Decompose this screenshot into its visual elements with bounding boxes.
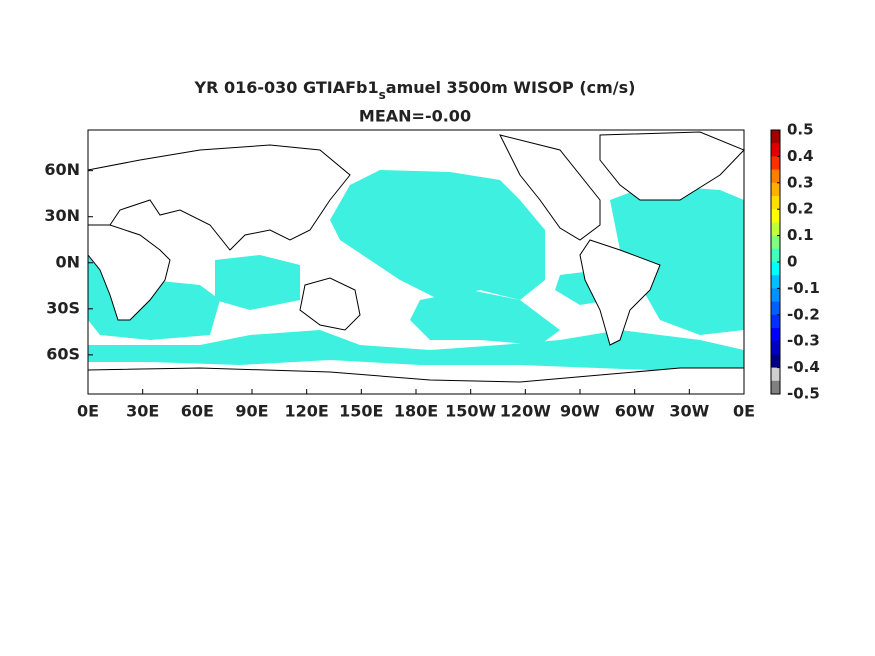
title: YR 016-030 GTIAFb1samuel 3500m WISOP (cm…	[194, 78, 636, 102]
colorbar-segment	[771, 130, 780, 144]
colorbar-segment	[771, 301, 780, 316]
colorbar-segment	[771, 367, 780, 382]
colorbar-segment	[771, 341, 780, 355]
x-tick-label: 150W	[445, 402, 496, 421]
y-tick-label: 60S	[46, 344, 80, 363]
colorbar-segment	[771, 143, 780, 157]
colorbar-segment	[771, 262, 780, 276]
colorbar-segment	[771, 235, 780, 250]
y-tick-label: 30N	[44, 206, 80, 225]
colorbar-segment	[771, 275, 780, 289]
colorbar-tick-label: -0.4	[787, 358, 820, 376]
x-tick-label: 0E	[77, 402, 99, 421]
x-tick-label: 90W	[560, 402, 600, 421]
colorbar-segment	[771, 354, 780, 368]
title-rest: amuel 3500m WISOP (cm/s)	[386, 78, 636, 97]
x-tick-label: 60W	[615, 402, 655, 421]
colorbar-segment	[771, 156, 780, 170]
colorbar-segment	[771, 248, 780, 263]
colorbar-segment	[771, 169, 780, 184]
colorbar-tick-label: 0.3	[787, 173, 814, 191]
colorbar-segment	[771, 380, 780, 395]
colorbar-tick-label: -0.5	[787, 385, 820, 403]
colorbar-tick-label: -0.3	[787, 332, 820, 350]
colorbar-segment	[771, 288, 780, 302]
y-tick-label: 60N	[44, 160, 80, 179]
x-tick-label: 30E	[126, 402, 159, 421]
x-tick-label: 30W	[669, 402, 709, 421]
colorbar-tick-label: 0.1	[787, 226, 814, 244]
x-tick-label: 120E	[285, 402, 329, 421]
x-tick-label: 150E	[339, 402, 383, 421]
colorbar-tick-label: 0.5	[787, 121, 814, 139]
colorbar-segment	[771, 314, 780, 329]
colorbar-tick-label: 0.4	[787, 147, 814, 165]
title-subscript: s	[379, 88, 386, 102]
colorbar-tick-label: -0.1	[787, 279, 820, 297]
colorbar-segment	[771, 209, 780, 223]
colorbar-tick-label: -0.2	[787, 305, 820, 323]
colorbar-segment	[771, 196, 780, 210]
x-tick-label: 0E	[733, 402, 755, 421]
x-tick-label: 60E	[181, 402, 214, 421]
x-tick-label: 120W	[500, 402, 551, 421]
y-tick-label: 0N	[55, 252, 80, 271]
colorbar-segment	[771, 222, 780, 236]
coastlines	[87, 131, 745, 395]
y-tick-label: 30S	[46, 298, 80, 317]
x-tick-label: 180E	[394, 402, 438, 421]
title-main: YR 016-030 GTIAFb1	[194, 78, 379, 97]
x-tick-label: 90E	[235, 402, 268, 421]
colorbar-tick-label: 0.2	[787, 200, 814, 218]
subtitle: MEAN=-0.00	[359, 107, 471, 126]
colorbar-segment	[771, 182, 780, 197]
colorbar-tick-label: 0	[787, 253, 797, 271]
colorbar-segment	[771, 328, 780, 342]
